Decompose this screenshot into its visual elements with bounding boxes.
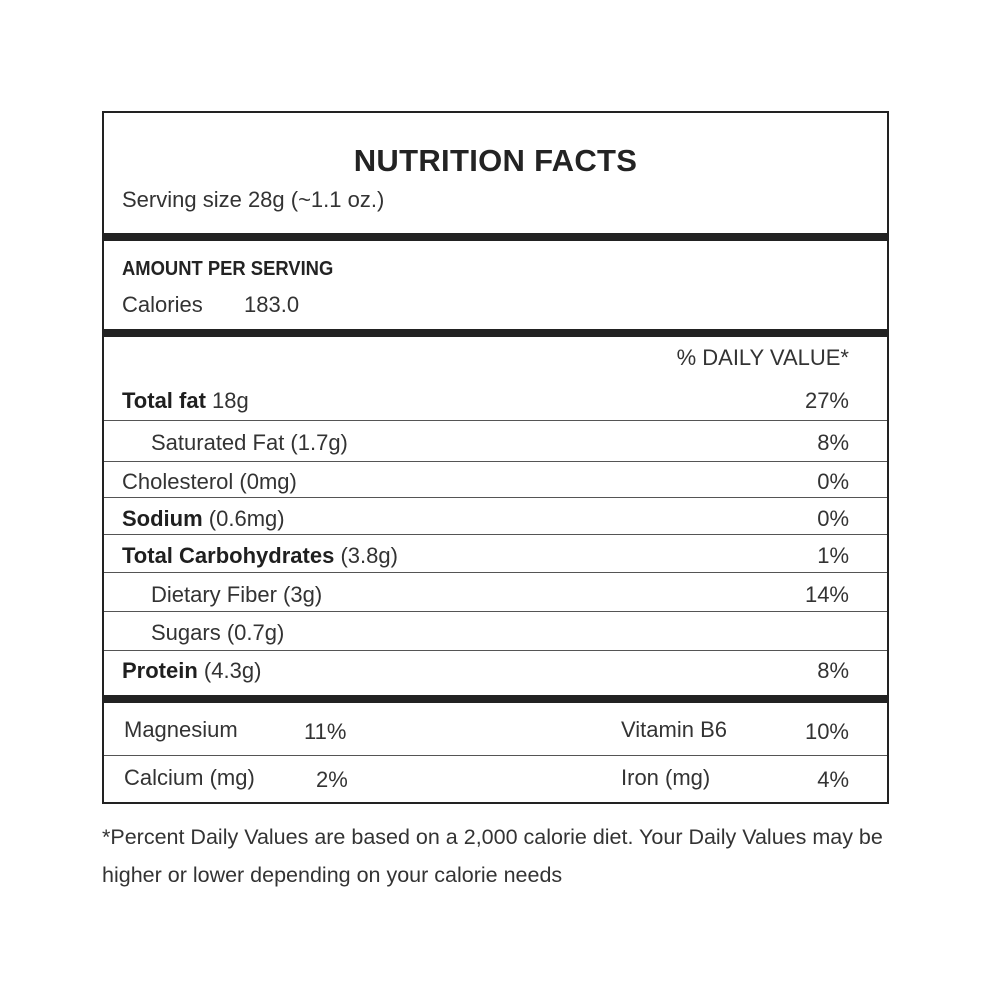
nutrient-daily-value: 0% — [817, 469, 849, 494]
serving-size: Serving size 28g (~1.1 oz.) — [122, 187, 385, 212]
nutrient-row-sugars: Sugars (0.7g) — [104, 613, 887, 651]
row-divider — [104, 534, 887, 535]
nutrition-facts-panel: NUTRITION FACTS Serving size 28g (~1.1 o… — [102, 111, 889, 804]
vitamin-daily-value-b6: 10% — [804, 719, 849, 744]
nutrient-row-saturated-fat: Saturated Fat (1.7g) 8% — [104, 423, 887, 461]
mineral-daily-value-calcium: 2% — [316, 767, 348, 792]
thick-divider — [104, 695, 887, 703]
nutrient-row-cholesterol: Cholesterol (0mg) 0% — [104, 462, 887, 500]
nutrient-daily-value: 1% — [817, 543, 849, 568]
nutrient-daily-value: 0% — [817, 506, 849, 531]
nutrient-name: Total Carbohydrates (3.8g) — [122, 543, 398, 568]
nutrient-name: Dietary Fiber (3g) — [151, 582, 323, 607]
row-divider — [104, 650, 887, 651]
nutrient-daily-value: 27% — [804, 388, 849, 413]
thick-divider — [104, 329, 887, 337]
calories-label: Calories — [122, 292, 203, 317]
row-divider — [104, 461, 887, 462]
row-divider — [104, 420, 887, 421]
nutrient-name: Saturated Fat (1.7g) — [151, 430, 348, 455]
row-divider — [104, 755, 887, 756]
nutrient-name: Total fat 18g — [122, 388, 249, 413]
daily-value-footnote: *Percent Daily Values are based on a 2,0… — [102, 825, 883, 887]
daily-value-header: % DAILY VALUE* — [676, 345, 849, 370]
mineral-daily-value-iron: 4% — [817, 767, 849, 792]
mineral-daily-value-magnesium: 11% — [304, 719, 347, 744]
mineral-name-iron: Iron (mg) — [621, 765, 711, 790]
vitamin-name-b6: Vitamin B6 — [621, 717, 727, 742]
nutrient-row-protein: Protein (4.3g) 8% — [104, 651, 887, 689]
amount-per-serving-heading: AMOUNT PER SERVING — [122, 258, 334, 280]
row-divider — [104, 497, 887, 498]
nutrient-daily-value: 14% — [804, 582, 849, 607]
nutrient-row-total-fat: Total fat 18g 27% — [104, 381, 887, 419]
calories-value: 183.0 — [244, 292, 300, 317]
thick-divider — [104, 233, 887, 241]
nutrient-name: Cholesterol (0mg) — [122, 469, 297, 494]
mineral-name-magnesium: Magnesium — [124, 717, 238, 742]
nutrition-facts-title: NUTRITION FACTS — [353, 143, 638, 178]
nutrient-daily-value: 8% — [817, 430, 849, 455]
nutrient-daily-value: 8% — [817, 658, 849, 683]
row-divider — [104, 611, 887, 612]
nutrient-row-sodium: Sodium (0.6mg) 0% — [104, 499, 887, 537]
nutrient-row-dietary-fiber: Dietary Fiber (3g) 14% — [104, 575, 887, 613]
nutrient-name: Protein (4.3g) — [122, 658, 262, 683]
row-divider — [104, 572, 887, 573]
mineral-name-calcium: Calcium (mg) — [124, 765, 255, 790]
nutrient-name: Sugars (0.7g) — [151, 620, 285, 645]
nutrient-name: Sodium (0.6mg) — [122, 506, 285, 531]
nutrient-row-total-carbohydrates: Total Carbohydrates (3.8g) 1% — [104, 536, 887, 574]
